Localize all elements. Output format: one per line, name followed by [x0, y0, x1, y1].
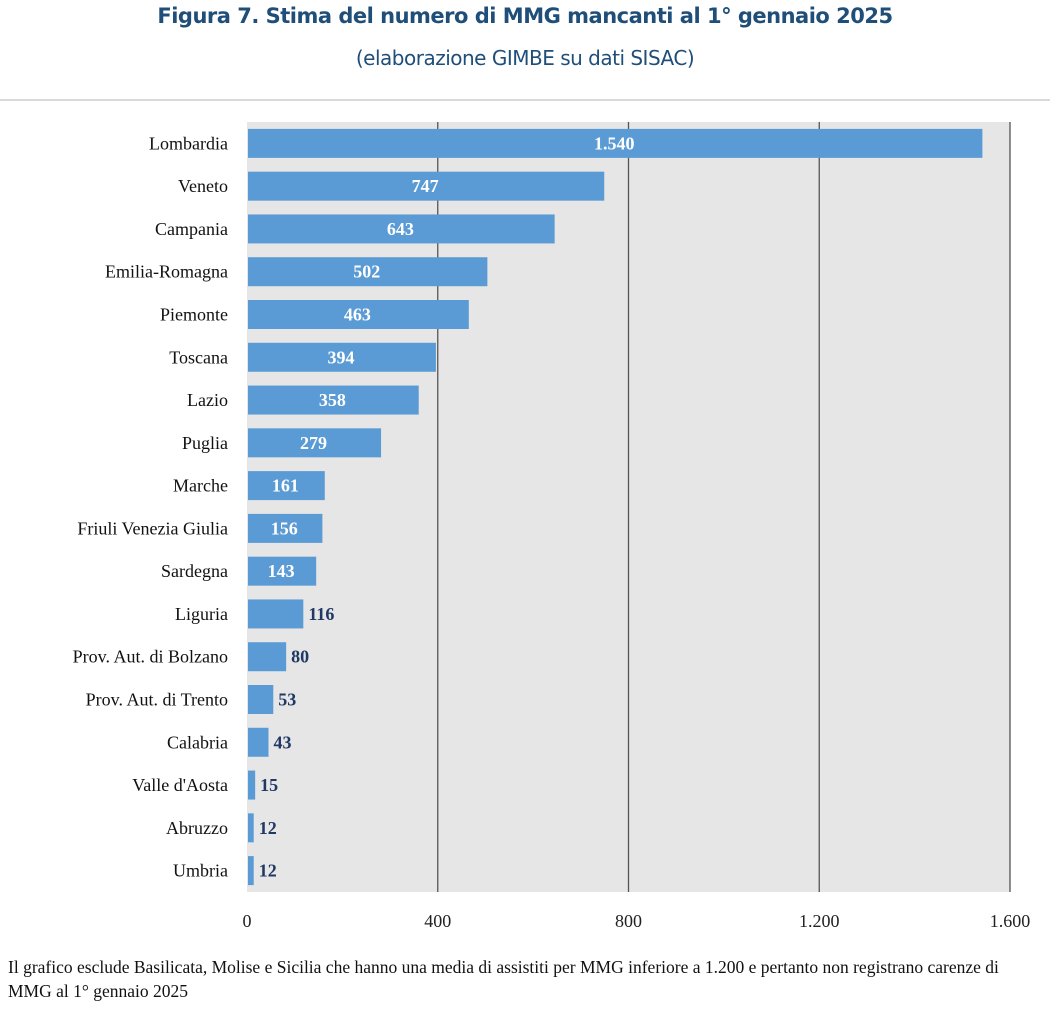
category-label: Friuli Venezia Giulia [77, 518, 228, 538]
category-label: Liguria [175, 604, 228, 624]
data-label: 53 [278, 690, 296, 710]
bar [248, 685, 274, 714]
category-label: Campania [155, 219, 228, 239]
category-label: Prov. Aut. di Bolzano [73, 647, 228, 667]
data-label: 80 [291, 647, 309, 667]
chart-note: Il grafico esclude Basilicata, Molise e … [8, 957, 999, 1001]
x-tick-label: 0 [243, 911, 252, 931]
data-label: 394 [327, 347, 354, 367]
bar [248, 300, 469, 329]
category-label: Toscana [169, 347, 228, 367]
category-label: Sardegna [161, 561, 228, 581]
data-label: 502 [353, 262, 380, 282]
category-label: Prov. Aut. di Trento [86, 690, 228, 710]
data-label: 15 [260, 775, 278, 795]
category-label: Valle d'Aosta [132, 775, 228, 795]
data-label: 747 [412, 176, 439, 196]
data-label: 161 [272, 476, 299, 496]
category-label: Lazio [187, 390, 228, 410]
chart-subtitle: (elaborazione GIMBE su dati SISAC) [355, 46, 695, 70]
x-tick-label: 400 [424, 911, 451, 931]
data-label: 143 [268, 561, 295, 581]
bar [248, 856, 254, 886]
bar [248, 342, 436, 372]
bar-chart: 0 400 800 1.200 1.600 Lombardia 1.540 Veneto 747… [73, 122, 1031, 931]
bar [248, 128, 983, 158]
data-label: 358 [319, 390, 346, 410]
chart-title: Figura 7. Stima del numero di MMG mancan… [157, 4, 893, 28]
category-label: Emilia-Romagna [105, 262, 228, 282]
data-label: 12 [259, 818, 277, 838]
x-tick-label: 1.600 [990, 911, 1031, 931]
category-label: Calabria [167, 732, 228, 752]
bar [248, 385, 419, 415]
x-tick-label: 800 [615, 911, 642, 931]
data-label: 12 [259, 861, 277, 881]
bar [248, 556, 317, 586]
x-tick-label: 1.200 [799, 911, 840, 931]
category-label: Piemonte [160, 305, 228, 325]
bar [248, 214, 555, 244]
category-label: Abruzzo [166, 818, 228, 838]
bar [248, 770, 256, 800]
data-label: 643 [387, 219, 414, 239]
bar [248, 471, 325, 501]
data-label: 43 [274, 732, 292, 752]
bar [248, 257, 488, 287]
bar [248, 513, 323, 543]
category-label: Puglia [182, 433, 228, 453]
category-label: Veneto [178, 176, 228, 196]
category-label: Marche [173, 476, 228, 496]
bar [248, 599, 304, 629]
data-label: 116 [308, 604, 334, 624]
data-label: 279 [300, 433, 327, 453]
category-label: Lombardia [149, 133, 228, 153]
bar [248, 171, 605, 201]
bar [248, 428, 382, 458]
data-label: 1.540 [594, 133, 635, 153]
divider [0, 99, 1050, 101]
category-label: Umbria [173, 861, 228, 881]
data-label: 463 [344, 305, 371, 325]
data-label: 156 [271, 518, 298, 538]
bar [248, 727, 269, 757]
bar [248, 642, 287, 672]
bar [248, 813, 254, 843]
